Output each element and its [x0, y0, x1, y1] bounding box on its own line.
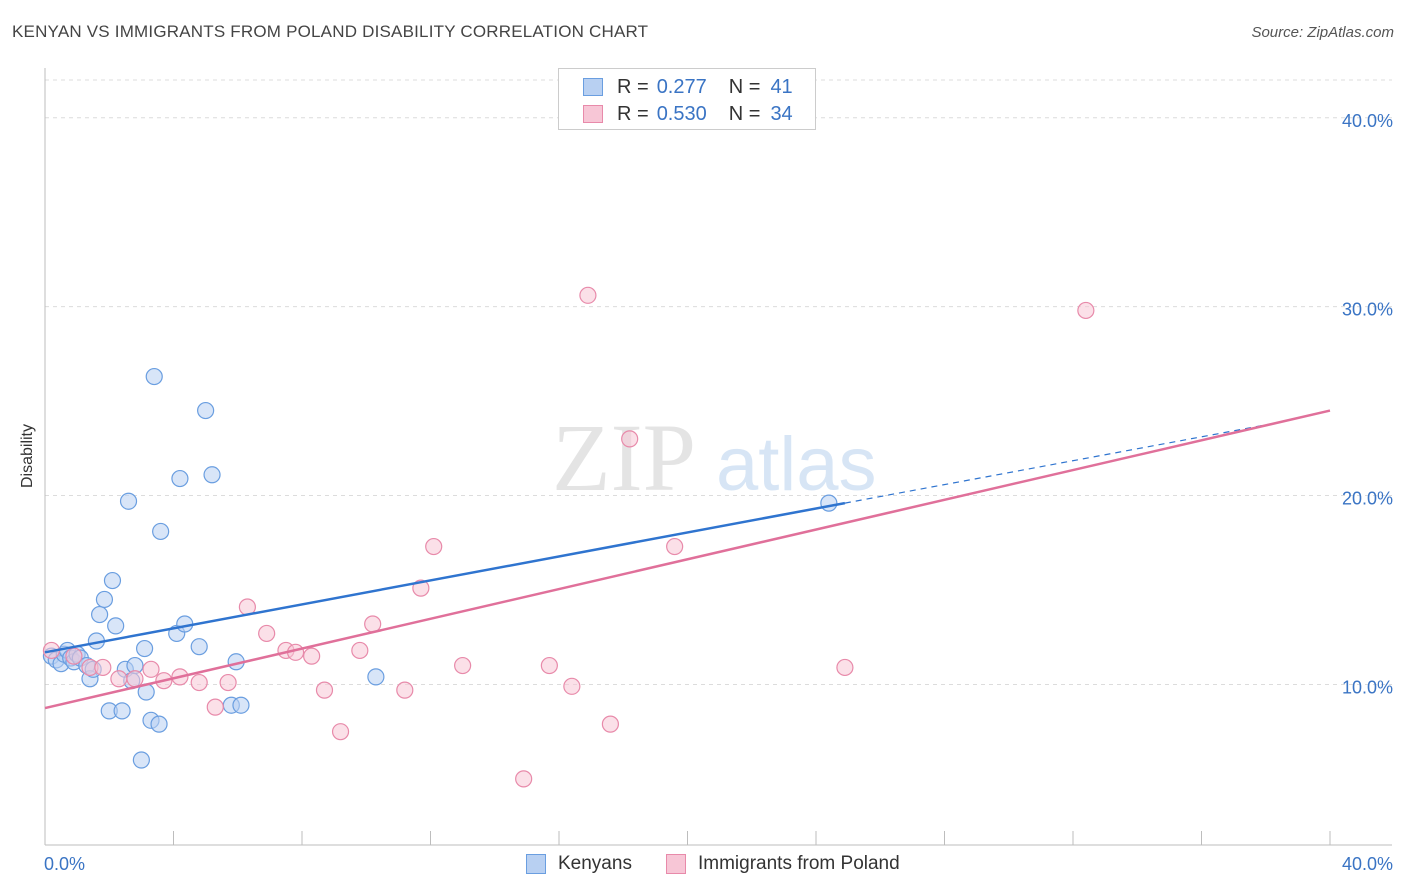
poland-point: [515, 770, 533, 788]
kenyan-point: [113, 702, 131, 720]
kenyan-point: [91, 605, 109, 624]
stats-row-kenyans: R = 0.277 N = 41: [583, 74, 793, 100]
data-points: [42, 286, 1095, 788]
kenyan-point: [820, 494, 838, 512]
kenyan-point: [132, 751, 150, 769]
poland-point: [836, 658, 854, 677]
kenyan-trend-line: [44, 501, 846, 654]
r-label: R =: [617, 102, 649, 125]
chart-source: Source: ZipAtlas.com: [1251, 24, 1394, 41]
poland-point: [1077, 301, 1095, 320]
r-value: 0.277: [656, 75, 707, 98]
kenyan-point: [171, 469, 189, 488]
poland-point: [396, 681, 414, 699]
poland-point: [142, 660, 160, 678]
y-tick-label: 20.0%: [1342, 489, 1393, 509]
legend-label-kenyans: Kenyans: [558, 853, 632, 874]
poland-point: [621, 430, 639, 448]
kenyan-point: [197, 401, 215, 420]
kenyan-trend-extension: [844, 421, 1282, 504]
poland-point: [110, 670, 128, 688]
kenyan-point: [150, 715, 168, 733]
poland-point: [315, 681, 334, 699]
axes: [44, 68, 1392, 846]
kenyan-point: [203, 466, 221, 484]
watermark: ZIP atlas: [552, 404, 877, 511]
poland-swatch: [583, 105, 603, 123]
poland-point: [94, 658, 112, 677]
kenyan-point: [95, 590, 114, 609]
r-value: 0.530: [656, 102, 707, 125]
watermark-zip: ZIP: [552, 404, 696, 511]
poland-point: [65, 647, 83, 665]
stats-row-poland: R = 0.530 N = 34: [583, 101, 793, 127]
stats-legend: R = 0.277 N = 41 R = 0.530 N = 34: [558, 68, 816, 130]
poland-point: [331, 723, 350, 741]
legend-item-poland: Immigrants from Poland: [666, 851, 900, 877]
grid-lines: [45, 79, 1392, 685]
n-label: N =: [728, 75, 761, 98]
poland-trend-line: [44, 409, 1331, 710]
poland-point: [206, 698, 224, 716]
trend-lines: [44, 409, 1331, 710]
kenyan-point: [152, 522, 170, 541]
poland-point: [540, 656, 558, 675]
legend-label-poland: Immigrants from Poland: [698, 853, 900, 874]
r-label: R =: [617, 75, 649, 98]
kenyan-point: [119, 492, 138, 510]
poland-point: [563, 677, 581, 695]
poland-point: [454, 656, 472, 675]
kenyan-point: [107, 617, 125, 635]
y-tick-label: 10.0%: [1342, 677, 1393, 697]
poland-point: [303, 647, 321, 665]
poland-point: [579, 286, 597, 304]
n-value: 41: [770, 75, 793, 98]
kenyan-point: [232, 696, 250, 714]
kenyan-point: [103, 571, 122, 590]
chart-title: KENYAN VS IMMIGRANTS FROM POLAND DISABIL…: [12, 22, 649, 41]
poland-point: [601, 715, 620, 733]
poland-point: [364, 615, 382, 633]
y-tick-label: 30.0%: [1342, 300, 1393, 320]
poland-point: [666, 537, 684, 556]
poland-point: [351, 641, 369, 660]
kenyan-point: [367, 668, 385, 686]
poland-legend-swatch: [666, 854, 686, 874]
poland-point: [190, 673, 208, 692]
x-tick-label-max: 40.0%: [1342, 854, 1393, 874]
poland-point: [219, 673, 237, 692]
kenyan-point: [190, 638, 208, 656]
watermark-atlas: atlas: [716, 422, 877, 507]
poland-point: [126, 670, 144, 688]
kenyan-point: [135, 639, 154, 658]
y-tick-label: 40.0%: [1342, 111, 1393, 131]
kenyans-swatch: [583, 78, 603, 96]
kenyans-legend-swatch: [526, 854, 546, 874]
n-label: N =: [728, 102, 761, 125]
poland-point: [425, 537, 443, 556]
tick-labels: 10.0% 20.0% 30.0% 40.0% 0.0% 40.0%: [44, 111, 1393, 874]
poland-point: [258, 624, 276, 643]
n-value: 34: [770, 102, 793, 125]
kenyan-point: [145, 367, 163, 386]
legend-item-kenyans: Kenyans: [526, 851, 632, 877]
x-tick-label-min: 0.0%: [44, 854, 85, 874]
y-axis-label: Disability: [19, 423, 36, 489]
